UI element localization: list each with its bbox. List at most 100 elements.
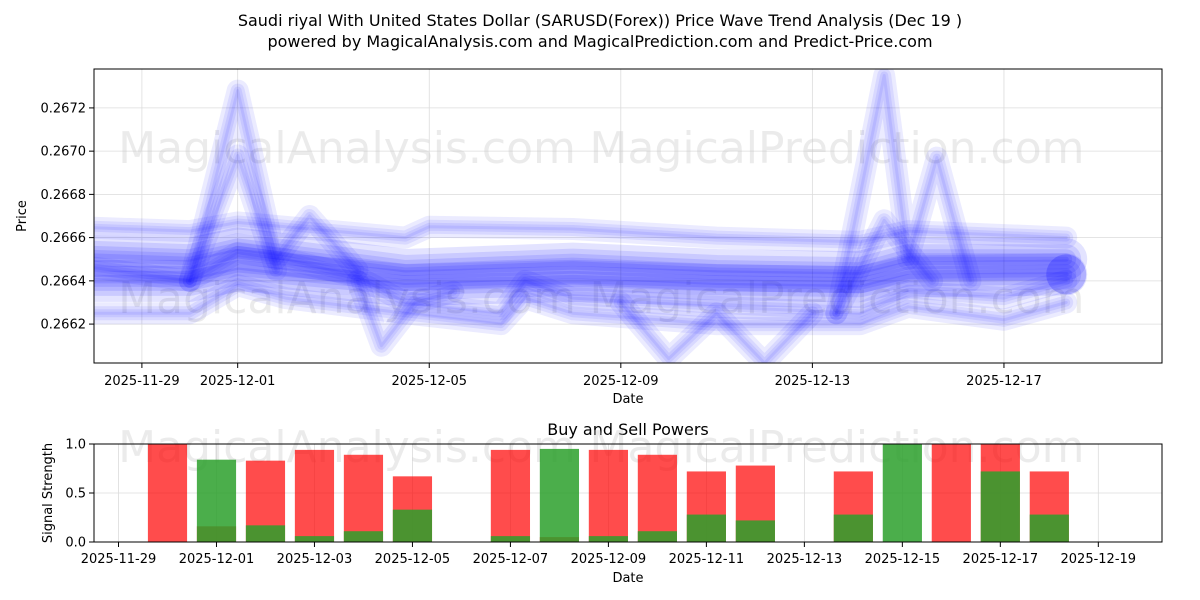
- wave-line-wave-spike-4: [834, 218, 934, 315]
- wave-line-wave-thick-a: [94, 255, 1082, 303]
- wave-line-wave-spike-3: [829, 69, 978, 321]
- watermark-right-low: MagicalPrediction.com: [590, 273, 1085, 324]
- buy-bar: [735, 520, 775, 542]
- signal-y-tick-label: 0.0: [65, 536, 86, 551]
- price-grid: [94, 69, 1162, 363]
- wave-line-wave-dip-1: [350, 273, 461, 353]
- wave-line-wave-thick-b: [94, 242, 1073, 279]
- wave-line-wave-upper: [94, 221, 1068, 244]
- price-y-ticks: 0.2662 0.2664 0.2666 0.2668 0.2670 0.2672: [41, 101, 94, 333]
- wave-series-wave-spike-2: [178, 144, 287, 292]
- buy-bar: [980, 471, 1020, 542]
- signal-x-tick-label: 2025-12-09: [571, 552, 647, 567]
- wave-line-wave-dip-1: [355, 279, 455, 348]
- signal-x-tick-label: 2025-12-17: [963, 552, 1039, 567]
- signal-x-tick-label: 2025-12-07: [473, 552, 549, 567]
- figure-title: Saudi riyal With United States Dollar (S…: [238, 11, 962, 30]
- sell-bar: [588, 449, 628, 542]
- wave-end-point: [1046, 254, 1087, 295]
- signal-bars: [147, 444, 1069, 542]
- price-x-tick-label: 2025-12-09: [583, 374, 659, 389]
- signal-x-tick-label: 2025-12-01: [179, 552, 255, 567]
- price-y-label: Price: [15, 200, 30, 232]
- wave-line-wave-lower: [94, 274, 1078, 336]
- buy-bar: [1029, 514, 1069, 542]
- signal-x-tick-label: 2025-12-05: [375, 552, 451, 567]
- wave-series-wave-spike-1: [178, 79, 369, 292]
- wave-line-wave-lower: [94, 283, 1068, 326]
- wave-line-wave-thick-a: [94, 260, 1077, 298]
- buy-bar: [882, 444, 922, 542]
- wave-line-wave-dip-2: [609, 291, 824, 363]
- buy-bar: [196, 459, 237, 542]
- sell-bar: [343, 454, 384, 542]
- wave-line-wave-mid: [94, 241, 1078, 325]
- signal-x-tick-label: 2025-12-11: [669, 552, 745, 567]
- price-watermarks: MagicalAnalysis.com MagicalPrediction.co…: [118, 123, 1084, 324]
- wave-line-wave-thick-a: [94, 267, 1069, 290]
- wave-line-wave-lower: [94, 281, 1071, 329]
- signal-x-ticks: 2025-11-29 2025-12-01 2025-12-03 2025-12-05…: [81, 542, 1136, 567]
- wave-line-wave-mid: [94, 245, 1074, 321]
- price-x-tick-label: 2025-12-13: [775, 374, 851, 389]
- buy-sell-title: Buy and Sell Powers: [547, 420, 709, 439]
- sell-bar: [637, 454, 677, 542]
- signal-x-tick-label: 2025-12-03: [277, 552, 353, 567]
- buy-bar: [343, 531, 384, 542]
- price-wave-chart: MagicalAnalysis.com MagicalPrediction.co…: [15, 68, 1163, 407]
- wave-line-wave-spike-4: [825, 209, 944, 325]
- wave-series-wave-dip-1: [346, 269, 465, 357]
- watermark-left: MagicalAnalysis.com: [118, 123, 576, 174]
- wave-series-wave-lower: [94, 274, 1078, 336]
- wave-line-wave-spike-1: [185, 86, 362, 285]
- sell-bar: [490, 449, 531, 542]
- wave-line-wave-upper: [94, 218, 1071, 246]
- figure-subtitle: powered by MagicalAnalysis.com and Magic…: [267, 32, 932, 51]
- wave-line-wave-spike-3: [832, 71, 975, 318]
- wave-line-wave-thick-b: [94, 245, 1069, 275]
- signal-x-label: Date: [612, 571, 643, 586]
- wave-series-wave-spike-4: [825, 209, 944, 325]
- wave-line-wave-dip-2: [619, 301, 814, 363]
- watermark-left-low: MagicalAnalysis.com: [118, 273, 576, 324]
- signal-y-ticks: 0.0 0.5 1.0: [65, 438, 94, 551]
- signal-x-tick-label: 2025-12-13: [767, 552, 843, 567]
- price-x-label: Date: [612, 392, 643, 407]
- signal-x-tick-label: 2025-12-19: [1061, 552, 1137, 567]
- sell-bar: [294, 449, 335, 542]
- wave-line-wave-spike-2: [182, 148, 283, 288]
- signal-y-tick-label: 1.0: [65, 438, 86, 453]
- buy-bar: [588, 536, 628, 542]
- buy-bar: [490, 536, 531, 542]
- wave-series-wave-thick-b: [94, 227, 1088, 294]
- wave-line-wave-lower: [94, 278, 1074, 332]
- price-plot-frame: [93, 68, 1163, 364]
- wave-line-wave-spike-2: [185, 151, 280, 285]
- wave-line-wave-spike-1: [178, 79, 369, 292]
- signal-y-tick-label: 0.5: [65, 487, 86, 502]
- price-x-tick-label: 2025-12-05: [391, 374, 467, 389]
- wave-line-wave-spike-2: [188, 154, 278, 283]
- wave-line-wave-spike-3: [834, 74, 972, 315]
- buy-bar: [637, 531, 677, 542]
- price-x-tick-label: 2025-11-29: [104, 374, 180, 389]
- buy-bar: [539, 448, 580, 542]
- buy-bar: [833, 514, 873, 542]
- wave-series-wave-mid: [94, 241, 1078, 325]
- price-y-tick-label: 0.2664: [41, 274, 87, 289]
- sell-bar: [931, 444, 971, 542]
- wave-line-wave-thick-b: [94, 233, 1082, 288]
- wave-line-wave-upper: [94, 215, 1074, 249]
- price-y-tick-label: 0.2662: [41, 318, 87, 333]
- watermark-right: MagicalPrediction.com: [590, 123, 1085, 174]
- sell-bar: [147, 444, 188, 542]
- wave-line-wave-spike-2: [178, 144, 287, 292]
- buy-bar: [686, 514, 726, 542]
- wave-series-wave-thick-a: [94, 249, 1088, 309]
- wave-series-wave-spike-3: [825, 69, 982, 325]
- wave-line-wave-dip-2: [613, 295, 820, 363]
- price-x-tick-label: 2025-12-01: [200, 374, 276, 389]
- price-y-tick-label: 0.2668: [41, 188, 87, 203]
- wave-line-wave-mid: [94, 251, 1068, 315]
